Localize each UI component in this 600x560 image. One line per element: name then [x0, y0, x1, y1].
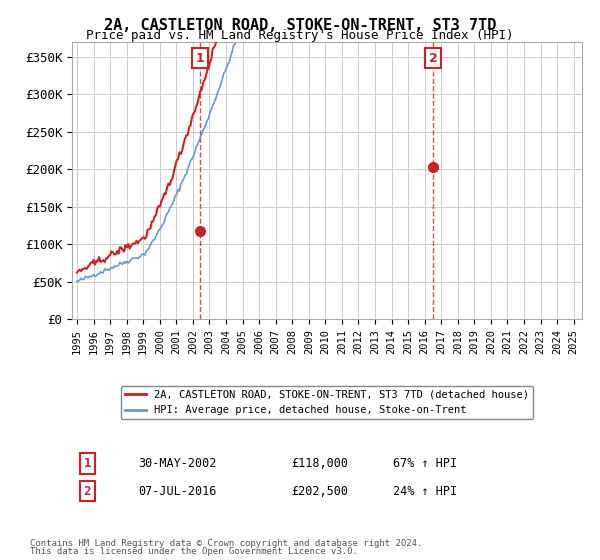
Text: 1: 1	[195, 52, 204, 65]
Text: Contains HM Land Registry data © Crown copyright and database right 2024.: Contains HM Land Registry data © Crown c…	[30, 539, 422, 548]
Text: 1: 1	[83, 457, 91, 470]
Text: £118,000: £118,000	[291, 457, 348, 470]
Text: £202,500: £202,500	[291, 484, 348, 498]
Text: 07-JUL-2016: 07-JUL-2016	[139, 484, 217, 498]
Text: 2: 2	[83, 484, 91, 498]
Text: 30-MAY-2002: 30-MAY-2002	[139, 457, 217, 470]
Text: 2A, CASTLETON ROAD, STOKE-ON-TRENT, ST3 7TD: 2A, CASTLETON ROAD, STOKE-ON-TRENT, ST3 …	[104, 18, 496, 33]
Text: 2: 2	[429, 52, 437, 65]
Text: This data is licensed under the Open Government Licence v3.0.: This data is licensed under the Open Gov…	[30, 547, 358, 556]
Legend: 2A, CASTLETON ROAD, STOKE-ON-TRENT, ST3 7TD (detached house), HPI: Average price: 2A, CASTLETON ROAD, STOKE-ON-TRENT, ST3 …	[121, 386, 533, 419]
Text: Price paid vs. HM Land Registry's House Price Index (HPI): Price paid vs. HM Land Registry's House …	[86, 29, 514, 42]
Text: 24% ↑ HPI: 24% ↑ HPI	[394, 484, 457, 498]
Text: 67% ↑ HPI: 67% ↑ HPI	[394, 457, 457, 470]
